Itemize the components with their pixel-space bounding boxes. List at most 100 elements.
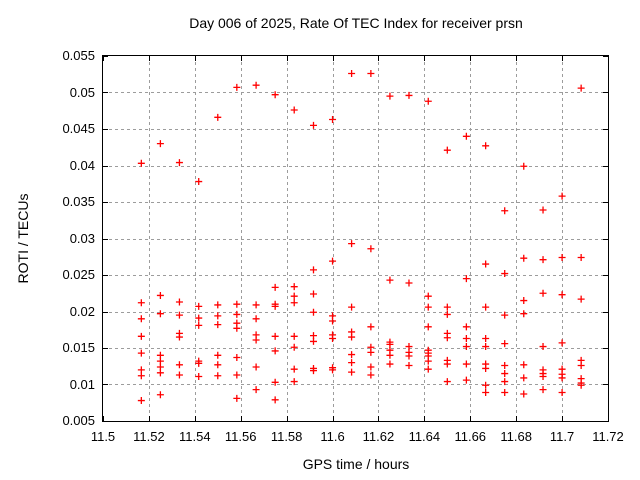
data-point-marker bbox=[501, 270, 509, 278]
data-point-marker bbox=[482, 260, 490, 268]
data-point-marker bbox=[329, 116, 337, 124]
chart-title: Day 006 of 2025, Rate Of TEC Index for r… bbox=[189, 15, 523, 31]
data-point-marker bbox=[309, 308, 317, 316]
data-point-marker bbox=[233, 394, 241, 402]
data-point-marker bbox=[482, 303, 490, 311]
data-point-marker bbox=[367, 323, 375, 331]
x-tick-label: 11.58 bbox=[270, 429, 303, 444]
x-tick-label: 11.54 bbox=[179, 429, 211, 444]
x-tick-label: 11.5 bbox=[90, 429, 116, 444]
data-point-marker bbox=[577, 295, 585, 303]
data-point-marker bbox=[195, 178, 203, 186]
data-point-marker bbox=[367, 70, 375, 78]
data-point-marker bbox=[156, 351, 164, 359]
data-point-marker bbox=[539, 289, 547, 297]
data-point-marker bbox=[137, 159, 145, 167]
data-point-marker bbox=[482, 381, 490, 389]
data-point-marker bbox=[271, 347, 279, 355]
data-point-marker bbox=[443, 334, 451, 342]
data-point-marker bbox=[462, 376, 470, 384]
data-point-marker bbox=[424, 97, 432, 105]
data-point-marker bbox=[348, 351, 356, 359]
data-point-marker bbox=[405, 279, 413, 287]
plot-area bbox=[102, 55, 609, 422]
data-point-marker bbox=[443, 303, 451, 311]
data-point-marker bbox=[501, 362, 509, 370]
data-point-marker bbox=[482, 364, 490, 372]
data-point-marker bbox=[443, 310, 451, 318]
data-points bbox=[137, 70, 585, 405]
data-point-marker bbox=[558, 253, 566, 261]
data-point-marker bbox=[558, 374, 566, 382]
data-point-marker bbox=[271, 91, 279, 99]
data-point-marker bbox=[367, 371, 375, 379]
x-tick-label: 11.66 bbox=[454, 429, 487, 444]
data-point-marker bbox=[290, 283, 298, 291]
data-point-marker bbox=[501, 370, 509, 378]
data-point-marker bbox=[462, 132, 470, 140]
data-point-marker bbox=[309, 266, 317, 274]
data-point-marker bbox=[443, 360, 451, 368]
data-point-marker bbox=[252, 301, 260, 309]
y-tick-label: 0.02 bbox=[69, 303, 95, 319]
y-tick-label: 0.03 bbox=[69, 230, 95, 246]
data-point-marker bbox=[424, 303, 432, 311]
data-point-marker bbox=[137, 366, 145, 374]
data-point-marker bbox=[329, 317, 337, 325]
data-point-marker bbox=[214, 351, 222, 359]
data-point-marker bbox=[329, 335, 337, 343]
data-point-marker bbox=[348, 70, 356, 78]
data-point-marker bbox=[252, 315, 260, 323]
data-point-marker bbox=[309, 332, 317, 340]
data-point-marker bbox=[501, 311, 509, 319]
data-point-marker bbox=[520, 361, 528, 369]
data-point-marker bbox=[558, 339, 566, 347]
data-point-marker bbox=[156, 369, 164, 377]
data-point-marker bbox=[233, 83, 241, 91]
data-point-marker bbox=[195, 314, 203, 322]
data-point-marker bbox=[290, 106, 298, 114]
data-point-marker bbox=[214, 321, 222, 329]
data-point-marker bbox=[462, 360, 470, 368]
y-tick-label: 0.005 bbox=[62, 413, 95, 428]
data-point-marker bbox=[501, 340, 509, 348]
data-point-marker bbox=[329, 257, 337, 265]
data-point-marker bbox=[252, 363, 260, 371]
plot-canvas bbox=[103, 56, 608, 421]
y-tick-label: 0.015 bbox=[62, 340, 95, 355]
data-point-marker bbox=[309, 337, 317, 345]
data-point-marker bbox=[195, 321, 203, 329]
data-point-marker bbox=[309, 367, 317, 375]
data-point-marker bbox=[175, 298, 183, 306]
data-point-marker bbox=[214, 372, 222, 380]
data-point-marker bbox=[233, 324, 241, 332]
data-point-marker bbox=[443, 146, 451, 154]
data-point-marker bbox=[175, 333, 183, 341]
data-point-marker bbox=[386, 276, 394, 284]
data-point-marker bbox=[175, 159, 183, 167]
data-point-marker bbox=[271, 332, 279, 340]
data-point-marker bbox=[195, 372, 203, 380]
data-point-marker bbox=[233, 371, 241, 379]
data-point-marker bbox=[348, 368, 356, 376]
data-point-marker bbox=[156, 310, 164, 318]
data-point-marker bbox=[214, 361, 222, 369]
axis-ticks bbox=[103, 56, 608, 421]
y-tick-label: 0.05 bbox=[69, 84, 95, 100]
x-tick-label: 11.62 bbox=[362, 429, 395, 444]
x-tick-label: 11.6 bbox=[320, 429, 345, 444]
data-point-marker bbox=[558, 192, 566, 200]
data-point-marker bbox=[290, 332, 298, 340]
data-point-marker bbox=[482, 335, 490, 343]
data-point-marker bbox=[462, 335, 470, 343]
data-point-marker bbox=[482, 389, 490, 397]
data-point-marker bbox=[290, 343, 298, 351]
data-point-marker bbox=[558, 291, 566, 299]
data-point-marker bbox=[424, 357, 432, 365]
data-point-marker bbox=[501, 207, 509, 215]
data-point-marker bbox=[214, 301, 222, 309]
data-point-marker bbox=[386, 360, 394, 368]
y-tick-label: 0.04 bbox=[69, 157, 95, 173]
data-point-marker bbox=[137, 372, 145, 380]
